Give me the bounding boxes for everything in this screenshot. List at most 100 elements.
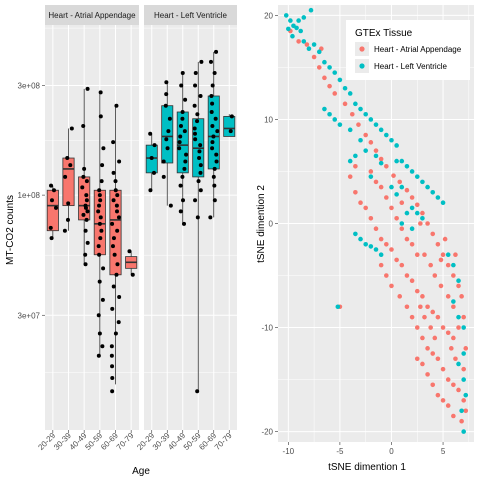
scatter-point-ventricle [384, 132, 389, 138]
box-body [223, 116, 236, 137]
scatter-y-tick-label: 10 [264, 115, 273, 124]
scatter-x-tick-label: 5 [441, 447, 446, 456]
legend-title: GTEx Tissue [355, 28, 413, 39]
x-tick-label: 70-79 [213, 431, 234, 452]
box-point [209, 93, 214, 98]
scatter-point-ventricle [294, 25, 299, 31]
box-point [49, 236, 54, 241]
box-point [198, 170, 203, 175]
scatter-point-ventricle [353, 101, 358, 107]
scatter-point-atrial [438, 283, 444, 289]
box-point [197, 149, 202, 154]
scatter-point-ventricle [435, 195, 441, 200]
box-point [116, 320, 121, 325]
scatter-point-atrial [327, 83, 332, 89]
box-point [101, 266, 106, 271]
box-point [98, 236, 103, 241]
scatter-point-ventricle [306, 46, 312, 51]
scatter-point-atrial [414, 325, 420, 330]
box-point [151, 170, 156, 175]
box-body [161, 105, 174, 164]
box-point [110, 364, 115, 369]
scatter-point-ventricle [347, 91, 353, 96]
scatter-point-ventricle [335, 304, 341, 310]
scatter-point-atrial [389, 283, 394, 289]
scatter-x-tick-label: 0 [389, 447, 394, 456]
box-point [84, 198, 89, 203]
box-point [111, 170, 116, 175]
box-point [214, 49, 219, 54]
box-point [180, 70, 185, 75]
scatter-point-atrial [459, 418, 464, 424]
box-point [65, 156, 70, 161]
scatter-point-atrial [442, 236, 448, 242]
box-point [214, 152, 219, 157]
box-point [85, 240, 90, 245]
scatter-point-ventricle [456, 278, 461, 284]
box-point [117, 295, 122, 300]
scatter-point-ventricle [378, 127, 384, 133]
scatter-point-atrial [368, 215, 374, 221]
scatter-point-ventricle [389, 184, 394, 190]
box-point [96, 313, 101, 318]
scatter-point-atrial [404, 304, 410, 310]
scatter-point-atrial [358, 200, 363, 205]
box-point [114, 103, 119, 108]
box-point [110, 306, 115, 311]
box-point [211, 134, 216, 139]
scatter-point-atrial [389, 205, 394, 211]
scatter-point-atrial [456, 325, 461, 330]
scatter-point-atrial [373, 226, 379, 232]
scatter-point-ventricle [451, 262, 456, 268]
scatter-y-tick-label: 0 [269, 220, 274, 229]
box-point [113, 179, 118, 184]
scatter-point-atrial [399, 226, 405, 232]
scatter-point-atrial [445, 377, 451, 382]
box-point [148, 188, 153, 193]
scatter-point-atrial [422, 252, 427, 258]
scatter-point-atrial [391, 173, 396, 178]
box-point [115, 209, 120, 214]
scatter-point-ventricle [368, 174, 374, 179]
box-point [49, 198, 54, 203]
box-point [192, 131, 197, 136]
scatter-point-atrial [435, 392, 441, 398]
legend-swatch-ventricle [359, 63, 365, 69]
box-point [195, 112, 200, 117]
scatter-point-ventricle [368, 244, 374, 249]
scatter-point-ventricle [420, 179, 425, 185]
scatter-point-ventricle [451, 299, 456, 304]
scatter-point-atrial [356, 122, 361, 127]
scatter-point-atrial [463, 346, 469, 351]
facet-atrial: Heart - Atrial Appendage 20-2930-3940-49… [36, 5, 139, 452]
scatter-point-atrial [414, 288, 420, 294]
scatter-point-ventricle [461, 351, 466, 356]
scatter-point-atrial [445, 262, 451, 268]
x-tick-label: 70-79 [115, 431, 136, 452]
box-point [115, 228, 120, 233]
boxplot-y-axis-title: MT-CO2 counts [5, 195, 16, 265]
scatter-x-ticks: -10 -5 0 5 [283, 442, 446, 456]
scatter-point-ventricle [463, 392, 469, 398]
box-point [210, 101, 215, 106]
box-point [84, 217, 89, 222]
scatter-point-atrial [440, 398, 446, 403]
box-point [178, 209, 183, 214]
box-point [96, 209, 101, 214]
scatter-point-atrial [418, 221, 423, 226]
scatter-point-ventricle [399, 221, 405, 226]
scatter-point-atrial [451, 335, 456, 341]
box-point [167, 116, 172, 121]
box-point [83, 252, 88, 257]
scatter-point-atrial [409, 242, 415, 247]
scatter-point-atrial [373, 148, 379, 153]
box-point [84, 193, 89, 198]
box-point [208, 59, 213, 64]
scatter-point-ventricle [373, 122, 379, 127]
box-point [152, 143, 157, 148]
box-point [193, 198, 198, 203]
scatter-point-atrial [304, 42, 310, 47]
scatter-point-atrial [373, 179, 379, 185]
box-point [81, 123, 86, 128]
